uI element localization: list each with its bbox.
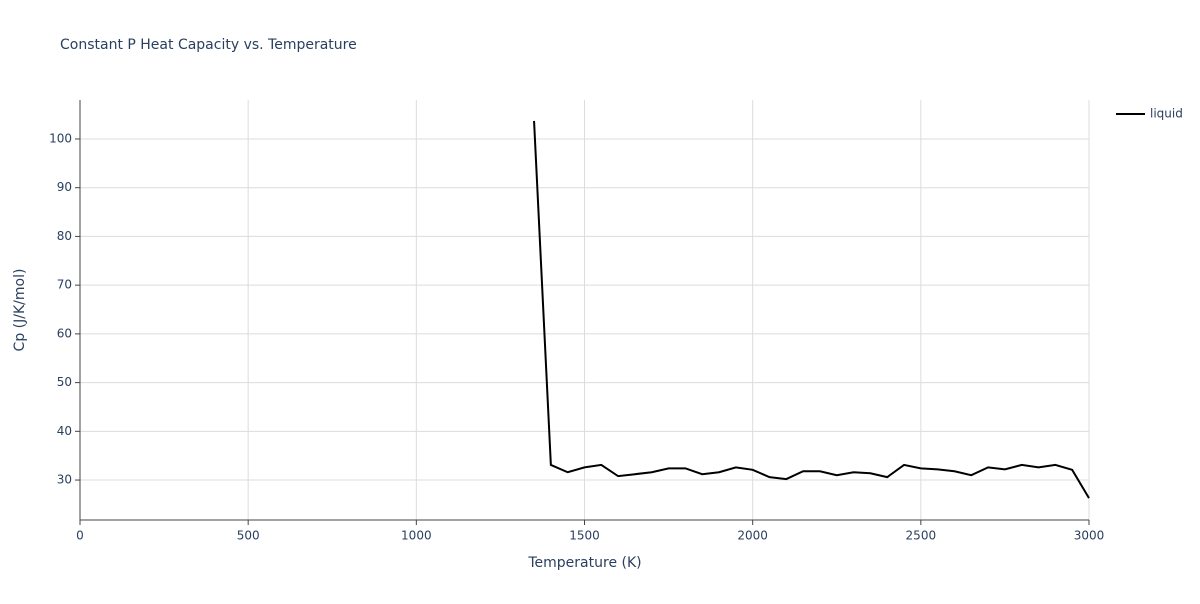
y-tick-label: 80 (57, 229, 72, 243)
x-tick-label: 1500 (569, 529, 600, 543)
y-tick-label: 100 (49, 131, 72, 145)
legend-label: liquid (1150, 107, 1183, 121)
y-tick-label: 70 (57, 278, 72, 292)
x-tick-label: 3000 (1074, 529, 1105, 543)
chart-title: Constant P Heat Capacity vs. Temperature (60, 37, 357, 53)
y-tick-label: 60 (57, 326, 72, 340)
y-tick-label: 30 (57, 473, 72, 487)
x-tick-label: 1000 (401, 529, 432, 543)
x-tick-label: 2500 (906, 529, 937, 543)
y-tick-label: 50 (57, 375, 72, 389)
x-tick-label: 0 (76, 529, 84, 543)
y-axis-title: Cp (J/K/mol) (12, 269, 28, 352)
data-line (533, 120, 1090, 499)
y-tick-label: 40 (57, 424, 72, 438)
x-axis-title: Temperature (K) (527, 555, 641, 571)
y-tick-label: 90 (57, 180, 72, 194)
x-tick-label: 2000 (737, 529, 768, 543)
x-tick-label: 500 (237, 529, 260, 543)
